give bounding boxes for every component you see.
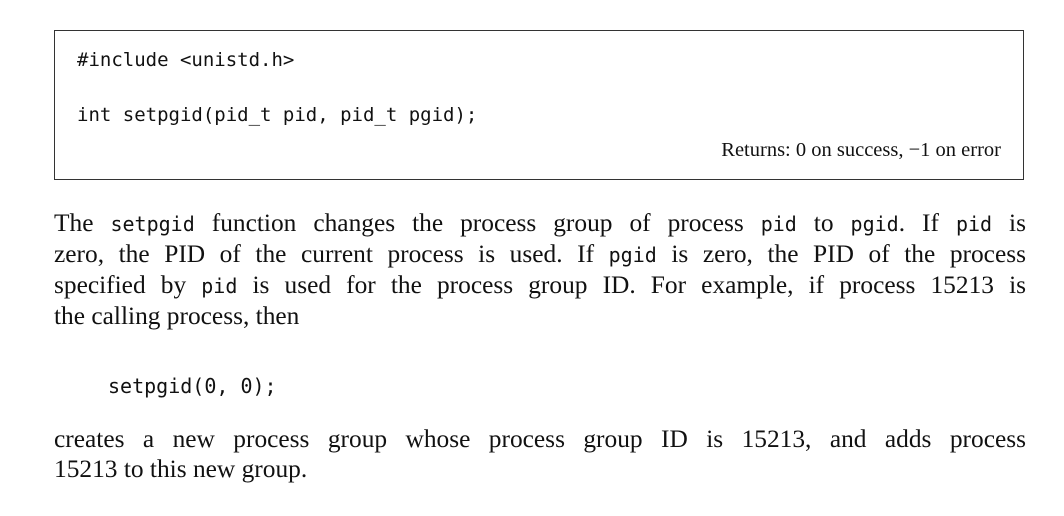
paragraph-line: the calling process, then [54,301,1026,331]
text-run: to [796,209,851,237]
paragraph-line: zero, the PID of the current process is … [54,239,1026,270]
text-run: the calling process, then [54,302,300,330]
code-example: setpgid(0, 0); [108,374,277,398]
function-prototype-box: #include <unistd.h> int setpgid(pid_t pi… [54,30,1024,180]
text-run: . If [898,209,956,237]
text-run: is zero, the PID of the process [656,240,1026,268]
inline-code: pgid [850,212,899,236]
inline-code: setpgid [110,212,195,236]
paragraph-line: creates a new process group whose proces… [54,425,1026,453]
paragraph-line: 15213 to this new group. [54,455,308,483]
return-value-note: Returns: 0 on success, −1 on error [721,139,1001,161]
function-signature: int setpgid(pid_t pid, pid_t pgid); [77,104,478,126]
text-run: is used for the process group ID. For ex… [237,271,1027,299]
text-run: is [992,209,1026,237]
result-paragraph: creates a new process group whose proces… [54,424,1026,484]
description-paragraph: The setpgid function changes the process… [54,208,1026,331]
text-run: specified by [54,271,202,299]
inline-code: pid [760,212,797,236]
inline-code: pid [201,274,238,298]
inline-code: pid [955,212,993,236]
inline-code: pgid [608,243,657,267]
text-run: The [54,209,111,237]
text-run: zero, the PID of the current process is … [54,240,609,268]
paragraph-line: specified by pid is used for the process… [54,270,1026,301]
paragraph-line: The setpgid function changes the process… [54,208,1026,239]
include-directive: #include <unistd.h> [77,49,295,71]
text-run: function changes the process group of pr… [194,209,761,237]
